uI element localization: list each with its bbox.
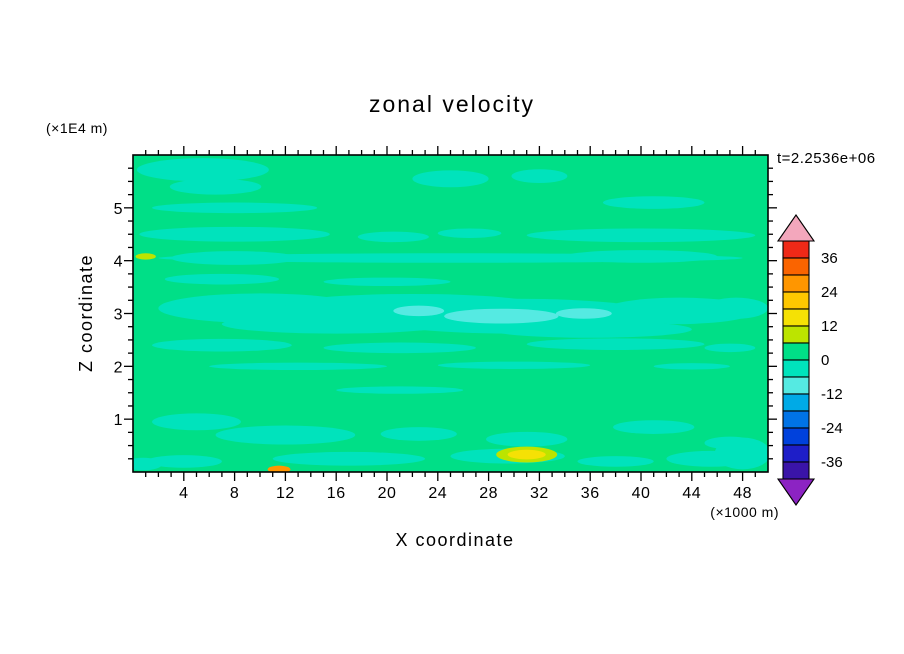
z-tick-label: 5: [114, 201, 123, 218]
colorbar-under-arrow: [776, 478, 816, 506]
contour-feature: [136, 158, 269, 182]
x-axis-label: X coordinate: [395, 530, 514, 550]
contour-feature: [507, 449, 546, 460]
x-tick-label: 40: [632, 485, 651, 502]
y-axis-units: (×1E4 m): [46, 120, 108, 136]
contour-feature: [323, 277, 451, 287]
time-annotation: t=2.2536e+06: [777, 150, 876, 167]
contour-feature: [323, 342, 476, 354]
contour-feature: [444, 308, 559, 324]
contour-feature: [555, 308, 612, 319]
contour-feature: [437, 228, 502, 238]
contour-feature: [602, 196, 705, 209]
contour-feature: [653, 363, 730, 370]
contour-feature: [577, 456, 654, 467]
colorbar-tick-label: -12: [821, 386, 843, 403]
colorbar-segment: [782, 257, 810, 276]
x-tick-label: 36: [581, 485, 600, 502]
contour-feature: [486, 431, 568, 447]
contour-feature: [704, 343, 756, 353]
contour-feature: [145, 455, 222, 468]
contour-feature: [164, 273, 280, 285]
contour-feature: [488, 320, 692, 338]
z-tick-label: 2: [114, 359, 123, 376]
x-tick-label: 12: [276, 485, 295, 502]
contour-feature: [133, 457, 163, 471]
colorbar-segment: [782, 291, 810, 310]
colorbar-tick-label: 0: [821, 352, 829, 369]
colorbar-tick-label: -36: [821, 454, 843, 471]
contour-feature: [613, 420, 695, 434]
contour-feature: [171, 251, 299, 265]
contour-feature: [272, 451, 426, 466]
contour-feature: [526, 228, 756, 243]
colorbar-tick-label: 24: [821, 284, 838, 301]
colorbar-over-arrow: [776, 214, 816, 242]
contour-feature: [380, 427, 457, 441]
z-tick-label: 1: [114, 412, 123, 429]
contour-feature: [152, 413, 241, 431]
x-tick-label: 24: [428, 485, 447, 502]
contour-feature: [393, 305, 445, 317]
x-tick-label: 4: [179, 485, 188, 502]
contour-feature: [169, 178, 262, 195]
x-tick-label: 32: [530, 485, 549, 502]
colorbar-segment: [782, 461, 810, 480]
contour-feature: [221, 314, 451, 334]
contour-feature: [267, 465, 291, 472]
contour-feature: [564, 250, 718, 263]
colorbar-segment: [782, 240, 810, 259]
contour-feature: [437, 361, 591, 369]
colorbar-segment: [782, 325, 810, 344]
x-tick-label: 44: [682, 485, 701, 502]
contour-feature: [215, 425, 356, 445]
colorbar-layer: 36 24 12 0 -12 -24 -36: [776, 214, 843, 506]
contour-feature: [412, 170, 489, 188]
contour-feature: [511, 169, 568, 184]
contour-feature: [357, 231, 429, 243]
y-axis-label: Z coordinate: [76, 254, 96, 372]
x-tick-label: 20: [378, 485, 397, 502]
contour-feature: [714, 437, 768, 470]
colorbar-segment: [782, 359, 810, 378]
x-axis-units: (×1000 m): [710, 504, 779, 520]
chart-title: zonal velocity: [369, 91, 535, 117]
contour-feature: [209, 362, 387, 371]
contour-feature: [139, 226, 330, 242]
z-tick-label: 4: [114, 254, 123, 271]
contour-field-layer: [133, 155, 768, 472]
x-tick-label: 8: [230, 485, 239, 502]
colorbar-tick-label: 36: [821, 250, 838, 267]
contour-feature: [336, 386, 464, 394]
z-tick-label: 3: [114, 307, 123, 324]
contour-feature: [135, 253, 156, 260]
colorbar-tick-label: -24: [821, 420, 843, 437]
colorbar-segment: [782, 376, 810, 395]
x-tick-label: 48: [733, 485, 752, 502]
contour-feature: [704, 297, 768, 319]
contour-feature: [152, 202, 318, 214]
colorbar-segment: [782, 410, 810, 429]
colorbar-segment: [782, 444, 810, 463]
colorbar-tick-label: 12: [821, 318, 838, 335]
contour-feature: [152, 338, 292, 352]
contour-feature: [526, 338, 705, 350]
colorbar-segment: [782, 427, 810, 446]
x-tick-label: 16: [327, 485, 346, 502]
colorbar-segment: [782, 308, 810, 327]
colorbar-segment: [782, 274, 810, 293]
colorbar-segment: [782, 342, 810, 361]
x-tick-label: 28: [479, 485, 498, 502]
colorbar-segment: [782, 393, 810, 412]
